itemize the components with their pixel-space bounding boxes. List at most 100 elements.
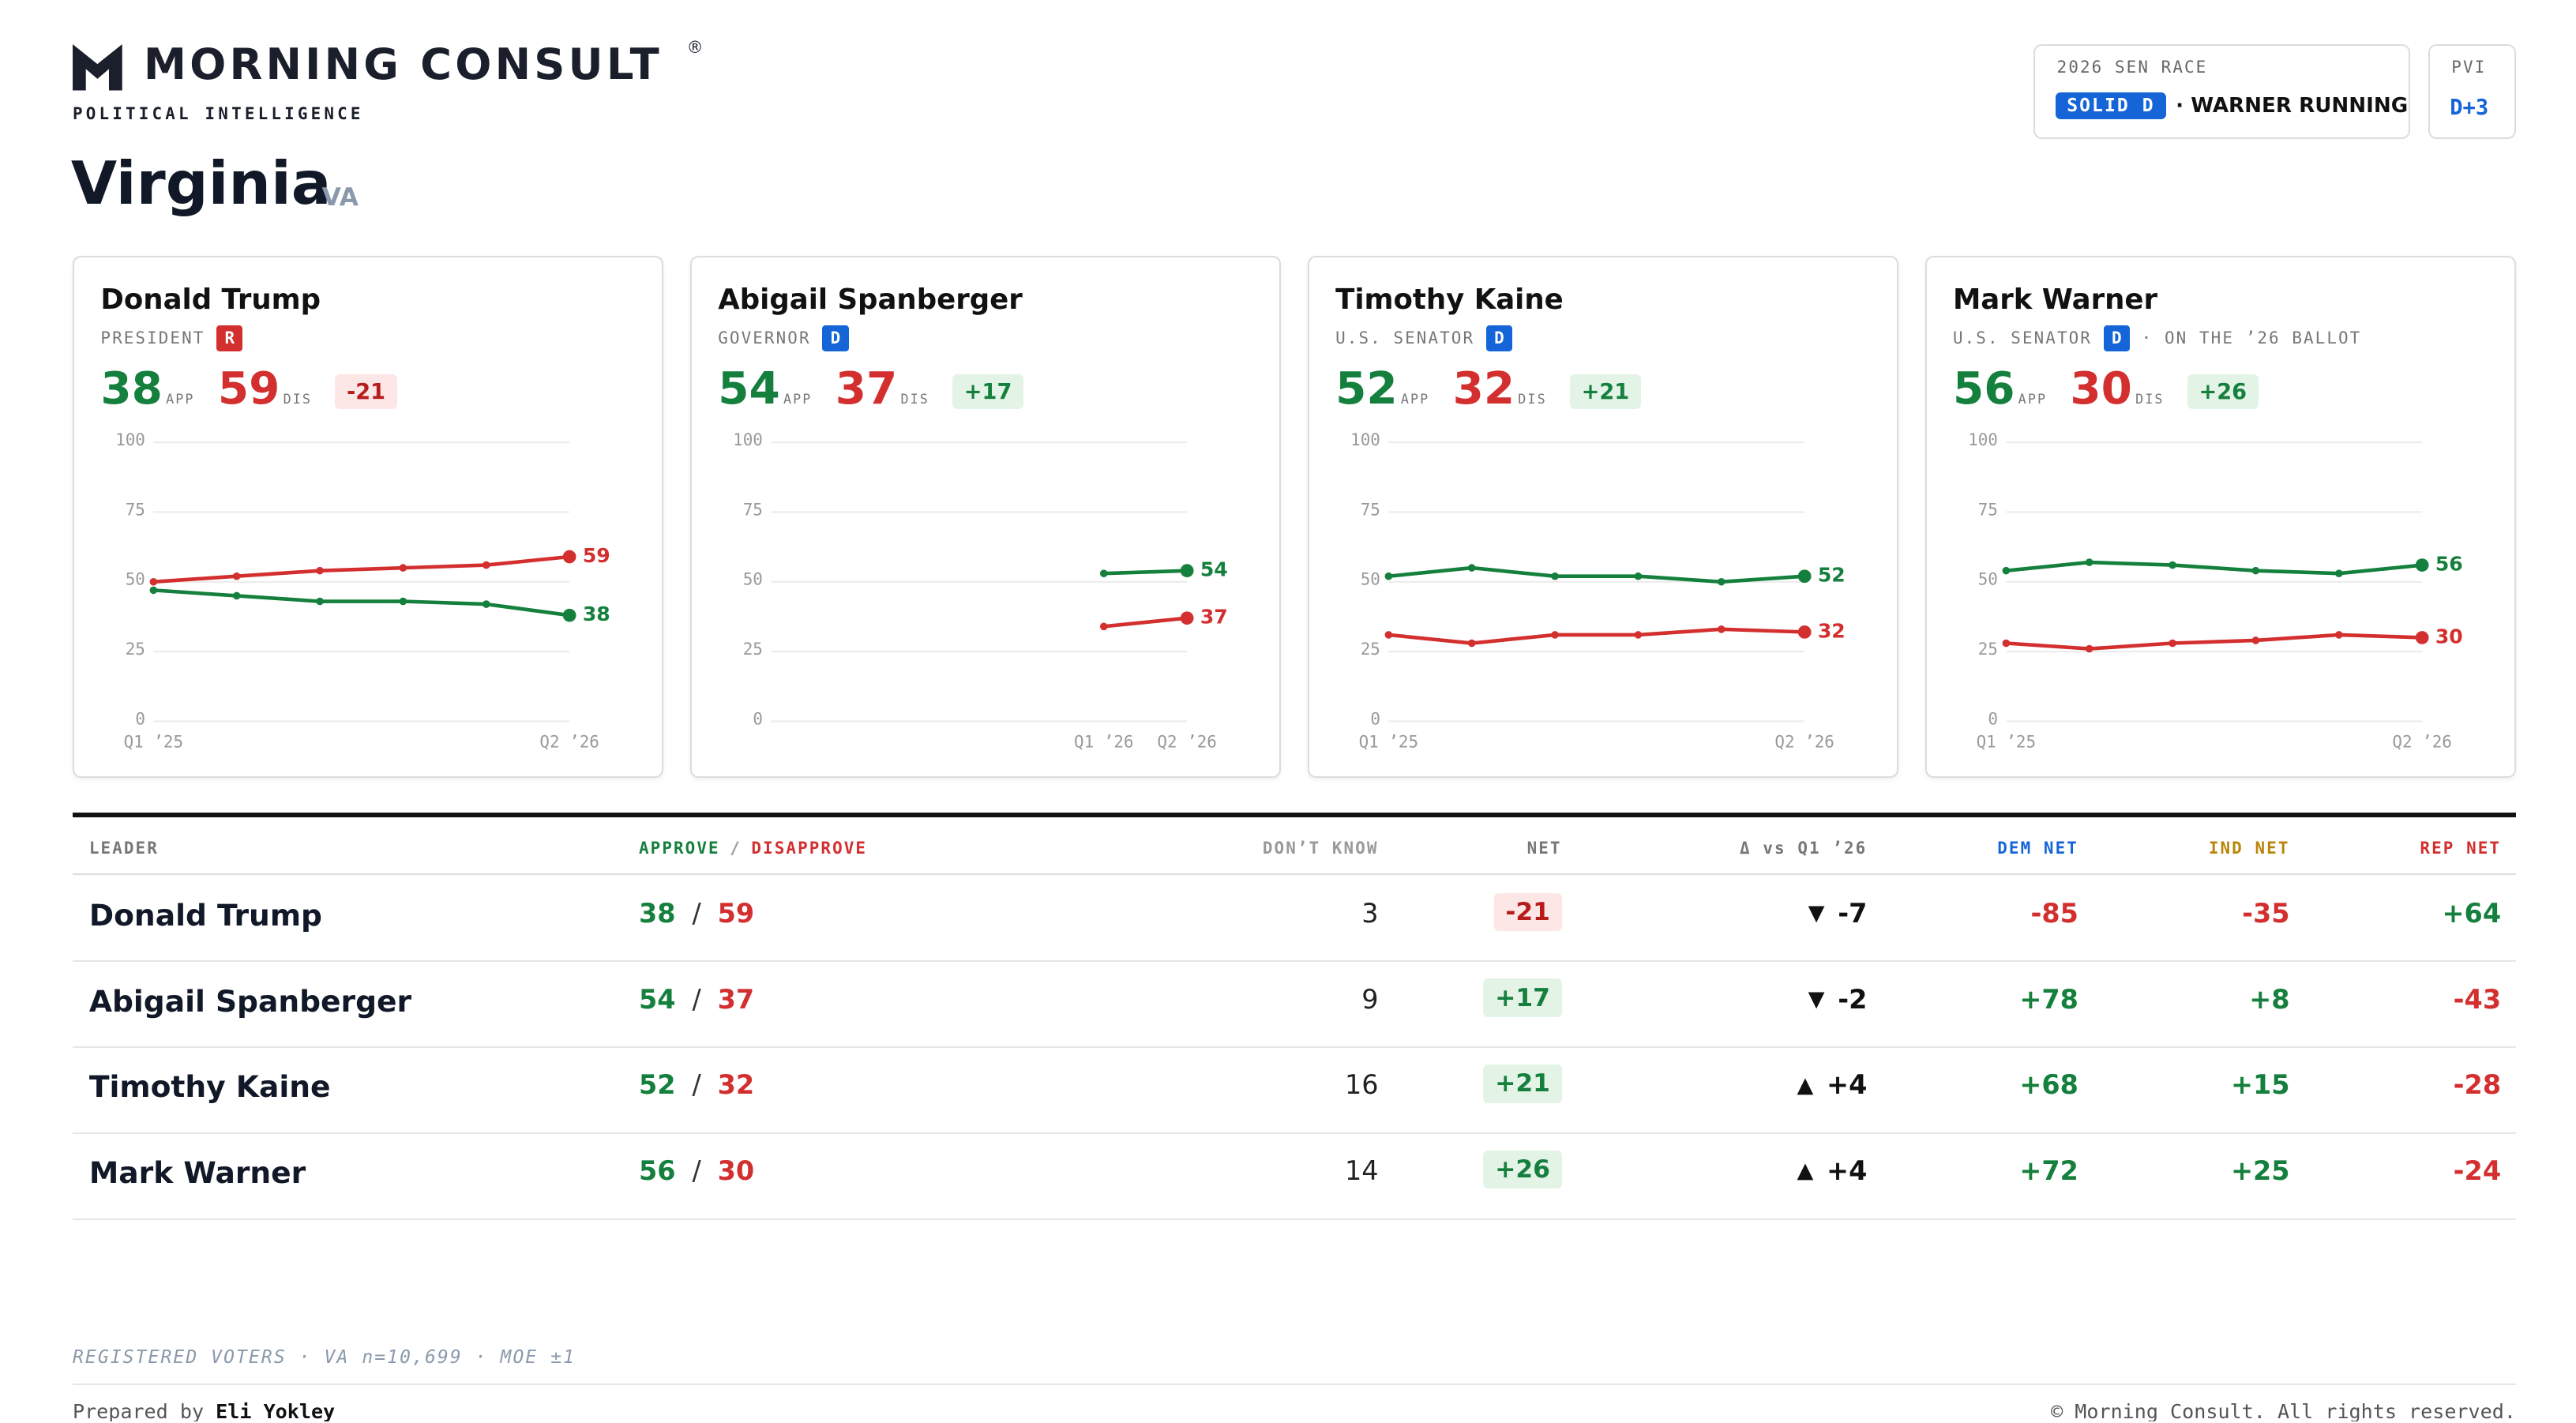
dem-net: +68 [2019, 1069, 2078, 1101]
end-label: 52 [1818, 564, 1846, 587]
ind-net: +8 [2249, 983, 2290, 1015]
y-tick-label: 100 [1968, 430, 1998, 449]
separator: / [692, 1155, 701, 1187]
rep-net: -28 [2453, 1069, 2502, 1101]
point [2085, 558, 2093, 566]
author: Eli Yokley [216, 1399, 336, 1421]
race-note: · WARNER RUNNING [2176, 94, 2409, 118]
y-tick-label: 50 [126, 570, 145, 589]
dem-net: -85 [2030, 897, 2078, 929]
point [149, 586, 158, 595]
role-line: U.S. SENATOR D · ON THE ’26 BALLOT [1953, 325, 2361, 352]
table-row: Abigail Spanberger 54 / 37 9 +17 ▼ -2 +78 +8 -43 [72, 960, 2516, 1049]
y-tick-label: 100 [1350, 430, 1380, 449]
point [482, 561, 490, 569]
point [1180, 564, 1194, 578]
net-pill: +26 [2187, 374, 2259, 409]
point [2334, 631, 2343, 639]
net-pill: -21 [335, 374, 397, 409]
point [2168, 561, 2176, 569]
dont-know: 3 [1361, 897, 1379, 929]
end-label: 56 [2435, 553, 2462, 576]
delta-arrow: ▼ [1808, 901, 1825, 926]
point [2251, 566, 2259, 575]
series-line [1388, 627, 1804, 645]
point [399, 564, 407, 572]
brand: MORNING CONSULT [143, 39, 663, 90]
column-header: DEM NET [1997, 838, 2078, 858]
end-label: 38 [583, 603, 610, 625]
y-tick-label: 25 [126, 640, 145, 659]
leader-name: Mark Warner [88, 1155, 306, 1191]
stats: 52 APP 32 DIS +21 [1335, 363, 1641, 415]
stats: 54 APP 37 DIS +17 [718, 363, 1023, 415]
prepared-by: Prepared by Eli Yokley [73, 1400, 335, 1421]
disapprove: 59 [217, 362, 280, 415]
prepared-label: Prepared by [72, 1399, 205, 1421]
approve: 54 [718, 362, 780, 415]
delta: ▼ -7 [1808, 898, 1868, 929]
point [2415, 631, 2429, 644]
point [1797, 625, 1812, 639]
separator: / [692, 1069, 701, 1101]
column-header: NET [1526, 838, 1562, 858]
leader-card: Abigail Spanberger GOVERNOR D 54 APP 37 DIS +17… [689, 256, 1282, 778]
delta: ▲ +4 [1797, 1069, 1867, 1100]
net-pill: +17 [952, 374, 1023, 409]
point [149, 577, 158, 586]
series-line [1388, 565, 1804, 584]
approve-label: APP [2018, 390, 2048, 407]
role: U.S. SENATOR [1335, 329, 1475, 348]
y-tick-label: 0 [1988, 709, 1998, 728]
y-tick-label: 50 [1360, 570, 1380, 589]
y-tick-label: 0 [753, 709, 763, 728]
y-tick-label: 75 [126, 500, 145, 519]
role: GOVERNOR [718, 329, 811, 348]
x-tick-label: Q1 ’26 [1074, 733, 1133, 752]
y-tick-label: 25 [743, 640, 763, 659]
role-line: PRESIDENT R [100, 325, 243, 352]
point [316, 566, 324, 575]
copyright: © Morning Consult. All rights reserved. [2051, 1399, 2516, 1421]
y-tick-label: 50 [1977, 570, 1997, 589]
y-tick-label: 0 [135, 709, 145, 728]
delta-value: +4 [1827, 1069, 1868, 1101]
disapprove-label: DIS [283, 390, 313, 407]
net-pill: +21 [1570, 374, 1641, 409]
disapprove: 59 [717, 897, 755, 929]
role: PRESIDENT [100, 329, 205, 348]
point [2251, 636, 2259, 644]
point [1634, 572, 1642, 580]
column-header: / [730, 838, 742, 858]
y-tick-label: 75 [743, 500, 763, 519]
registered-mark: ® [686, 38, 704, 58]
table-header: LEADER APPROVE / DISAPPROVE DON’T KNOW NET Δ v… [72, 817, 2516, 875]
leader-name: Donald Trump [88, 897, 322, 933]
point [482, 600, 490, 608]
disapprove: 37 [717, 983, 755, 1015]
dont-know: 14 [1345, 1155, 1379, 1187]
net-pill: +26 [1483, 1150, 1562, 1189]
approve-disapprove: 56 / 30 [639, 1155, 754, 1186]
race-label: 2026 SEN RACE [2056, 58, 2208, 77]
line-chart: 0 25 50 75 100 Q1 ’25 Q2 ’26 38 59 [115, 430, 610, 752]
x-tick-label: Q2 ’26 [539, 733, 599, 752]
disapprove: 37 [835, 362, 898, 415]
end-label: 54 [1200, 558, 1228, 581]
x-tick-label: Q1 ’25 [1358, 733, 1418, 752]
y-tick-label: 100 [733, 430, 763, 449]
approve: 38 [100, 362, 163, 415]
point [1717, 577, 1725, 586]
dont-know: 16 [1345, 1069, 1379, 1101]
series-line [1103, 616, 1188, 629]
disapprove: 30 [717, 1155, 755, 1187]
y-tick-label: 75 [1360, 500, 1380, 519]
disapprove: 32 [717, 1069, 755, 1101]
footer-rule [72, 1383, 2516, 1385]
delta: ▼ -2 [1808, 984, 1868, 1015]
approve-label: APP [1400, 390, 1430, 407]
column-header: DISAPPROVE [751, 838, 868, 858]
y-tick-label: 100 [115, 430, 145, 449]
disapprove-label: DIS [2135, 390, 2165, 407]
